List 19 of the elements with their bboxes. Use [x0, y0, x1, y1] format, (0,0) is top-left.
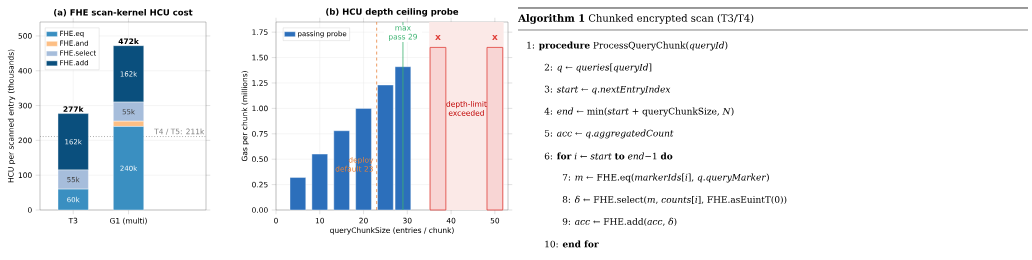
text: Algorithm 1 Chunked encrypted scan (T3/T4)	[518, 14, 754, 24]
text: 3: start ← q.nextEntryIndex	[544, 85, 671, 95]
text: 4: end ← min(start + queryChunkSize, N)	[544, 107, 734, 117]
bar	[486, 47, 504, 211]
text: 1: procedure ProcessQueryChunk(queryId)	[527, 41, 728, 51]
text: 2: q ← queries[queryId]	[544, 63, 652, 73]
annotation: x	[435, 34, 441, 40]
chart-title: (a) FHE scan-kernel HCU cost	[54, 8, 193, 17]
bar	[311, 153, 328, 211]
text: 6: for i ← start to end−1 do	[544, 152, 673, 160]
text: 5: acc ← q.aggregatedCount	[544, 129, 674, 139]
bar	[429, 47, 447, 211]
text: 10: end for	[545, 240, 599, 248]
text: 9: acc ← FHE.add(acc, δ)	[562, 217, 677, 227]
text: 7: m ← FHE.eq(markerIds[i], q.queryMarker)	[562, 173, 769, 183]
chart-title: (b) HCU depth ceiling probe	[326, 8, 459, 17]
annotation: x	[492, 34, 498, 40]
text: 8: δ ← FHE.select(m, counts[i], FHE.asEuintT(0))	[562, 195, 787, 205]
bar	[289, 177, 306, 211]
